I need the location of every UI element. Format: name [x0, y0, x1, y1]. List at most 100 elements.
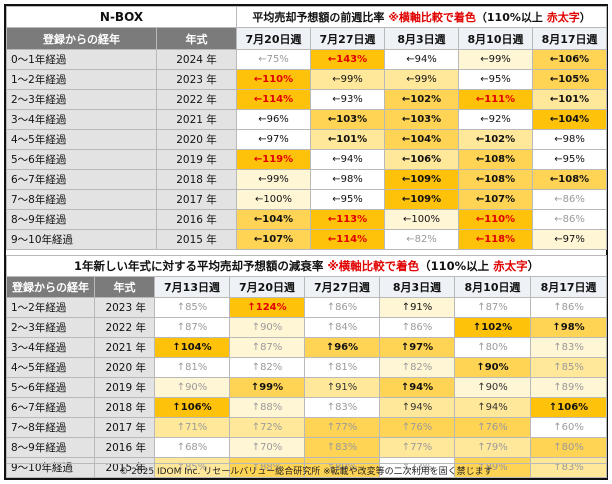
- row-model-year: 2018 年: [155, 169, 238, 190]
- table-row: 2～3年経過 2022 年 ↑87% ↑90% ↑84% ↑86% ↑102% ↑98%: [6, 317, 608, 338]
- row-model-year: 2023 年: [94, 297, 155, 318]
- ratio-cell: ↑88%: [229, 457, 305, 478]
- ratio-cell: ←101%: [310, 129, 386, 150]
- ratio-cell: ←99%: [310, 69, 386, 90]
- table-row: 6～7年経過 2018 年 ↑106% ↑88% ↑83% ↑94% ↑94% ↑106%: [6, 397, 608, 418]
- table-row: 8～9年経過 2016 年 ←104% ←113% ←100% ←110% ←86%: [6, 209, 608, 230]
- row-model-year: 2020 年: [155, 129, 238, 150]
- row-model-year: 2023 年: [155, 69, 238, 90]
- ratio-cell: ↑77%: [304, 417, 380, 438]
- ratio-cell: ←107%: [458, 189, 534, 210]
- ratio-cell: ↑96%: [304, 337, 380, 358]
- row-age-label: 1～2年経過: [6, 297, 95, 318]
- row-model-year: 2015 年: [155, 229, 238, 250]
- row-model-year: 2015 年: [94, 457, 155, 478]
- ratio-cell: ←114%: [236, 89, 312, 110]
- ratio-cell: ←103%: [310, 109, 386, 130]
- ratio-cell: ↑70%: [229, 437, 305, 458]
- week-header: 7月27日週: [310, 27, 386, 50]
- ratio-cell: ←102%: [458, 129, 534, 150]
- table-row: 9～10年経過 2015 年 ←107% ←114% ←82% ←118% ←97%: [6, 229, 608, 250]
- row-age-label: 6～7年経過: [6, 169, 157, 190]
- week-header: 7月13日週: [154, 276, 230, 298]
- ratio-cell: ←98%: [532, 129, 608, 150]
- week-header: 7月20日週: [236, 27, 312, 50]
- table-row: 4～5年経過 2020 年 ←97% ←101% ←104% ←102% ←98%: [6, 129, 608, 150]
- row-age-label: 2～3年経過: [6, 89, 157, 110]
- ratio-cell: ←97%: [532, 229, 608, 250]
- ratio-cell: ↑90%: [229, 317, 305, 338]
- ratio-cell: ↑94%: [379, 397, 455, 418]
- row-model-year: 2017 年: [155, 189, 238, 210]
- week-header: 7月27日週: [304, 276, 380, 298]
- row-age-label: 5～6年経過: [6, 377, 95, 398]
- ratio-cell: ↑77%: [379, 437, 455, 458]
- ratio-cell: ↑81%: [304, 357, 380, 378]
- ratio-cell: ↑94%: [454, 397, 531, 418]
- ratio-cell: ←106%: [384, 149, 460, 170]
- ratio-cell: ←113%: [310, 209, 386, 230]
- ratio-cell: ↑86%: [529, 297, 608, 318]
- ratio-cell: ←143%: [310, 49, 386, 70]
- week-header: 7月20日週: [229, 276, 305, 298]
- ratio-cell: ←108%: [458, 149, 534, 170]
- row-model-year: 2018 年: [94, 397, 155, 418]
- row-age-label: 7～8年経過: [6, 189, 157, 210]
- row-age-label: 5～6年経過: [6, 149, 157, 170]
- table-row: 6～7年経過 2018 年 ←99% ←98% ←109% ←108% ←108%: [6, 169, 608, 190]
- table-row: 8～9年経過 2016 年 ↑68% ↑70% ↑83% ↑77% ↑79% ↑80%: [6, 437, 608, 458]
- table-row: 1～2年経過 2023 年 ←110% ←99% ←99% ←95% ←105%: [6, 69, 608, 90]
- ratio-cell: ←99%: [236, 169, 312, 190]
- row-age-label: 8～9年経過: [6, 209, 157, 230]
- table-row: 3～4年経過 2021 年 ←96% ←103% ←103% ←92% ←104%: [6, 109, 608, 130]
- ratio-cell: ↑71%: [154, 417, 230, 438]
- col-header-year: 年式: [155, 27, 238, 50]
- row-model-year: 2017 年: [94, 417, 155, 438]
- ratio-cell: ↑99%: [229, 377, 305, 398]
- ratio-cell: ↑102%: [454, 317, 531, 338]
- row-age-label: 4～5年経過: [6, 357, 95, 378]
- ratio-cell: ↑81%: [154, 357, 230, 378]
- row-model-year: 2016 年: [155, 209, 238, 230]
- ratio-cell: ←109%: [384, 189, 460, 210]
- ratio-cell: ←95%: [458, 69, 534, 90]
- ratio-cell: ↑88%: [229, 397, 305, 418]
- col-header-year: 年式: [94, 276, 155, 298]
- ratio-cell: ↑90%: [454, 377, 531, 398]
- ratio-cell: ↑76%: [454, 417, 531, 438]
- ratio-cell: ↑86%: [379, 317, 455, 338]
- row-age-label: 8～9年経過: [6, 437, 95, 458]
- ratio-cell: ←114%: [310, 229, 386, 250]
- row-model-year: 2021 年: [94, 337, 155, 358]
- ratio-cell: ↑84%: [304, 317, 380, 338]
- col-header-age: 登録からの経年: [6, 27, 157, 50]
- ratio-cell: ↑80%: [529, 437, 608, 458]
- row-age-label: 1～2年経過: [6, 69, 157, 90]
- table-row: 2～3年経過 2022 年 ←114% ←93% ←102% ←111% ←101%: [6, 89, 608, 110]
- ratio-cell: ←101%: [532, 89, 608, 110]
- ratio-cell: ←108%: [458, 169, 534, 190]
- table1-title: 平均売却予想額の前週比率 ※横軸比較で着色（110%以上 赤太字）: [236, 6, 608, 28]
- table-row: 0～1年経過 2024 年 ←75% ←143% ←94% ←99% ←106%: [6, 49, 608, 70]
- ratio-cell: ↑124%: [229, 297, 305, 318]
- ratio-cell: ↑60%: [529, 417, 608, 438]
- ratio-cell: ←104%: [532, 109, 608, 130]
- ratio-cell: ↑91%: [304, 377, 380, 398]
- ratio-cell: ↑97%: [379, 337, 455, 358]
- table-row: 4～5年経過 2020 年 ↑81% ↑82% ↑81% ↑82% ↑90% ↑85%: [6, 357, 608, 378]
- table-row: 1～2年経過 2023 年 ↑85% ↑124% ↑86% ↑91% ↑87% ↑86%: [6, 297, 608, 318]
- ratio-cell: ←100%: [384, 209, 460, 230]
- ratio-cell: ↑82%: [229, 357, 305, 378]
- ratio-cell: ←100%: [236, 189, 312, 210]
- ratio-cell: ↑86%: [304, 297, 380, 318]
- row-model-year: 2022 年: [155, 89, 238, 110]
- ratio-cell: ↑83%: [529, 457, 608, 478]
- row-age-label: 9～10年経過: [6, 229, 157, 250]
- ratio-cell: ←98%: [310, 169, 386, 190]
- weekly-ratio-table: N-BOX 平均売却予想額の前週比率 ※横軸比較で着色（110%以上 赤太字） …: [5, 6, 608, 250]
- ratio-cell: ←104%: [384, 129, 460, 150]
- week-header: 8月3日週: [379, 276, 455, 298]
- ratio-cell: ↑106%: [154, 397, 230, 418]
- row-age-label: 7～8年経過: [6, 417, 95, 438]
- ratio-cell: ←106%: [532, 49, 608, 70]
